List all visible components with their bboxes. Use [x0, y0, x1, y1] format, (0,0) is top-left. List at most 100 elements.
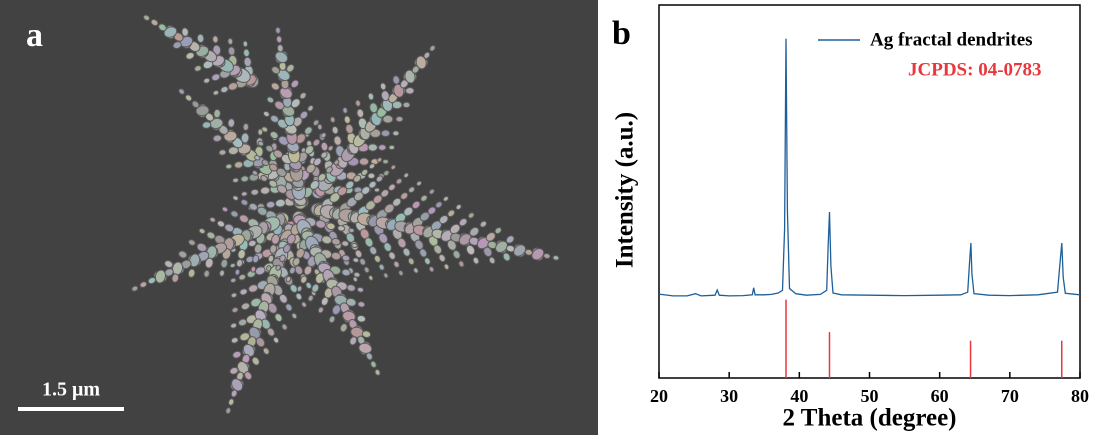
grain	[325, 166, 333, 174]
grain	[356, 108, 365, 118]
grain	[150, 19, 159, 27]
grain	[359, 257, 366, 266]
grain	[282, 244, 291, 254]
grain	[353, 174, 362, 183]
grain	[178, 88, 185, 95]
grain	[488, 256, 496, 265]
x-tick-label: 60	[931, 386, 949, 406]
grain	[317, 123, 323, 131]
grain	[331, 125, 339, 135]
grain	[328, 315, 336, 324]
grain	[378, 263, 385, 271]
grain	[275, 26, 281, 34]
grain	[265, 145, 274, 153]
grain	[276, 184, 288, 194]
grain	[265, 200, 276, 209]
grain	[494, 227, 502, 235]
grain	[279, 86, 293, 99]
grain	[273, 149, 284, 159]
grain	[244, 371, 253, 381]
dendrite	[131, 14, 560, 415]
grain	[341, 254, 351, 262]
grain	[227, 46, 236, 56]
grain	[272, 336, 280, 344]
grain	[172, 41, 182, 50]
grain	[274, 313, 283, 323]
grain	[377, 144, 387, 151]
grain	[375, 175, 384, 183]
grain	[313, 157, 322, 167]
grain	[367, 92, 375, 101]
grain	[495, 240, 508, 253]
grain	[458, 217, 468, 227]
grain	[238, 273, 247, 281]
grain	[419, 248, 428, 258]
grain	[352, 276, 358, 283]
grain	[443, 263, 450, 270]
grain	[341, 268, 351, 277]
grain	[257, 140, 265, 147]
x-tick-label: 20	[650, 386, 668, 406]
grain	[154, 269, 167, 284]
grain	[361, 186, 371, 195]
grain	[281, 323, 288, 331]
grain	[216, 220, 226, 228]
grain	[402, 247, 411, 257]
grain	[164, 260, 174, 269]
grain	[420, 194, 428, 202]
grain	[242, 40, 249, 48]
grain	[458, 260, 465, 268]
grain	[311, 283, 320, 293]
grain	[403, 172, 409, 179]
scale-bar-label: 1.5 μm	[42, 379, 100, 401]
grain	[363, 266, 370, 274]
grain	[360, 168, 369, 176]
grain	[388, 183, 396, 192]
grain	[250, 265, 257, 273]
grain	[342, 107, 348, 114]
grain	[213, 108, 221, 119]
x-tick-label: 70	[1001, 386, 1019, 406]
grain	[380, 189, 390, 198]
grain	[256, 206, 268, 216]
grain	[299, 92, 307, 100]
grain	[367, 143, 378, 152]
x-tick-label: 80	[1071, 386, 1089, 406]
grain	[358, 342, 373, 354]
grain	[231, 307, 239, 313]
grain	[357, 117, 368, 130]
grain	[368, 180, 377, 189]
grain	[345, 123, 354, 135]
grain	[230, 337, 239, 344]
scale-bar-bg	[14, 374, 134, 420]
grain	[369, 246, 378, 256]
grain	[248, 284, 259, 293]
grain	[315, 272, 325, 284]
grain	[469, 226, 480, 237]
grain	[351, 242, 358, 249]
legend-label: JCPDS: 04-0783	[908, 59, 1042, 80]
grain	[317, 306, 324, 314]
grain	[433, 244, 443, 255]
grain	[416, 180, 422, 187]
grain	[290, 79, 300, 89]
grain	[240, 302, 251, 311]
panel-label: a	[26, 17, 43, 54]
grain	[333, 159, 340, 166]
grain	[274, 100, 285, 111]
grain	[187, 268, 196, 278]
grain	[189, 253, 201, 268]
grain	[479, 220, 488, 228]
grain	[271, 66, 281, 75]
grain	[260, 174, 268, 182]
grain	[383, 272, 389, 279]
grain	[307, 104, 314, 112]
grain	[227, 146, 239, 156]
grain	[234, 268, 241, 276]
grain	[333, 135, 342, 146]
grain	[424, 257, 431, 265]
grain	[467, 212, 475, 219]
grain	[320, 132, 327, 139]
grain	[252, 254, 260, 264]
grain	[312, 119, 320, 126]
